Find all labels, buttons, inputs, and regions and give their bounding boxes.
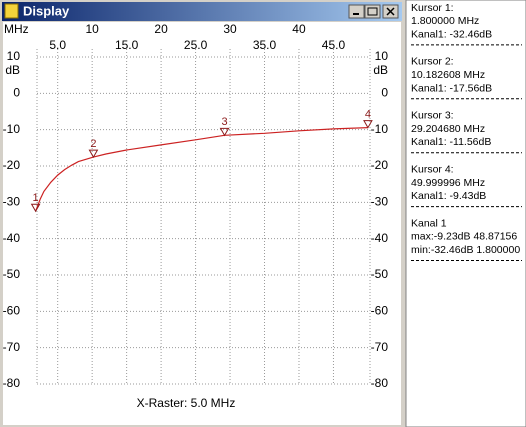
side-line: Kursor 1:: [411, 2, 454, 14]
side-panel: [405, 0, 526, 427]
y-tick-label: -60: [3, 304, 21, 318]
y-tick-label: -50: [3, 267, 21, 281]
side-line: Kanal 1: [411, 217, 447, 229]
cursor-label: 3: [221, 116, 227, 128]
maximize-button[interactable]: [364, 4, 381, 19]
side-line: 10.182608 MHz: [411, 69, 485, 81]
side-line: Kanal1: -11.56dB: [411, 136, 491, 148]
y-tick-label: -10: [3, 122, 21, 136]
side-line: max:-9.23dB 48.87156: [411, 231, 517, 243]
plot-background: [3, 22, 401, 425]
side-line: 29.204680 MHz: [411, 123, 485, 135]
x-axis-label: MHz: [4, 22, 29, 36]
trace: [35, 127, 368, 212]
minimize-button[interactable]: [348, 4, 365, 19]
y-tick-label-right: -50: [371, 267, 389, 281]
maximize-glyph: [367, 7, 378, 16]
side-line: 49.999996 MHz: [411, 177, 485, 189]
side-line: Kanal1: -32.46dB: [411, 28, 492, 40]
cursor-marker: [30, 203, 41, 213]
y-tick-label: -70: [3, 340, 21, 354]
y-tick-label: -30: [3, 195, 21, 209]
side-line: 1.800000 MHz: [411, 15, 479, 27]
footer: X-Raster: 5.0 MHz: [137, 396, 236, 410]
y-tick-label-right: -10: [371, 122, 389, 136]
cursor-marker: [88, 149, 99, 159]
close-glyph: [386, 7, 395, 16]
plot: 10 10 0 0 -10 -10 -20 -20 -30 -30 -40 -40 -50 -50 -60 -…: [3, 22, 389, 410]
x-tick-label: 40: [292, 22, 306, 36]
y-tick-label-right: -20: [371, 158, 389, 172]
cursor-label: 4: [365, 109, 371, 121]
side-line: Kursor 2:: [411, 56, 454, 68]
x-tick-label: 25.0: [184, 38, 208, 52]
side-line: Kanal1: -17.56dB: [411, 82, 492, 94]
title-bar: [2, 2, 402, 21]
cursor-label: 2: [90, 138, 96, 150]
side-line: Kursor 4:: [411, 163, 454, 175]
x-tick-label: 45.0: [322, 38, 346, 52]
cursor-marker: [363, 120, 373, 129]
y-tick-label-right: 0: [381, 86, 388, 100]
y-tick-label-right: -60: [371, 304, 389, 318]
y-tick-label: -80: [3, 376, 21, 390]
y-axis-label: dB: [5, 63, 20, 77]
y-tick-label-right: -40: [371, 231, 389, 245]
y-tick-label: 0: [13, 86, 20, 100]
x-tick-label: 35.0: [253, 38, 277, 52]
window-title: Display: [23, 3, 70, 18]
window-icon[interactable]: [4, 3, 19, 19]
x-tick-label: 5.0: [49, 38, 66, 52]
y-tick-label-right: -30: [371, 195, 389, 209]
y-axis-label-right: dB: [373, 63, 388, 77]
cursor-marker: [219, 127, 230, 137]
side-line: Kursor 3:: [411, 110, 454, 122]
x-tick-label: 30: [223, 22, 237, 36]
cursor-label: 1: [33, 192, 39, 204]
x-tick-label: 10: [85, 22, 99, 36]
y-tick-label-right: -70: [371, 340, 389, 354]
window-buttons: [348, 4, 399, 19]
y-tick-label-right: 10: [375, 49, 389, 63]
x-tick-label: 20: [154, 22, 168, 36]
y-tick-label: 10: [7, 49, 21, 63]
y-tick-label: -40: [3, 231, 21, 245]
side-line: Kanal1: -9.43dB: [411, 190, 486, 202]
y-tick-label: -20: [3, 158, 21, 172]
x-tick-label: 15.0: [115, 38, 139, 52]
y-tick-label-right: -80: [371, 376, 389, 390]
side-line: min:-32.46dB 1.800000: [411, 244, 520, 256]
